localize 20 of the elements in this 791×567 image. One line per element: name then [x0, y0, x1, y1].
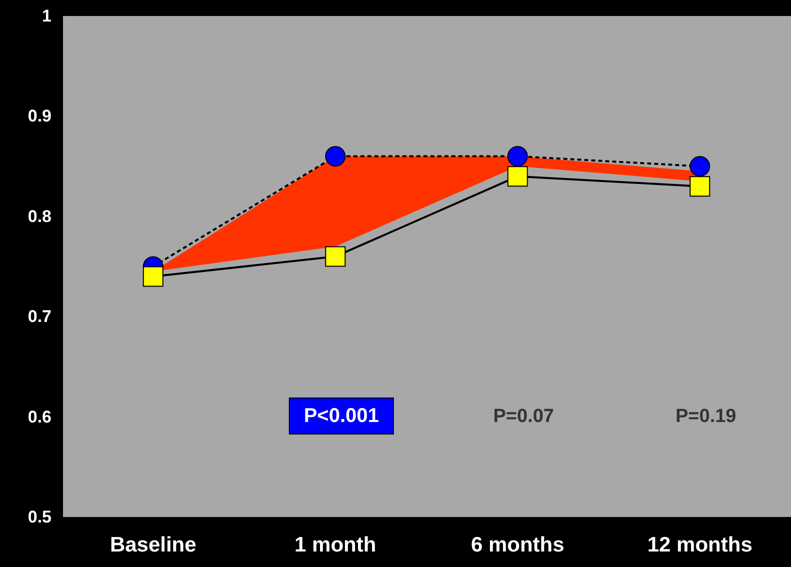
y-tick-label: 0.5: [28, 508, 52, 526]
x-tick-label: Baseline: [110, 534, 196, 556]
x-tick-label: 12 months: [647, 534, 752, 556]
point: [142, 266, 164, 287]
point: [507, 166, 528, 187]
annotation: P=0.19: [676, 406, 736, 427]
y-tick-label: 0.8: [28, 206, 52, 226]
x-tick-label: 6 months: [470, 534, 564, 556]
y-tick-label: 0.9: [28, 106, 52, 126]
point: [325, 246, 346, 267]
point: [690, 156, 710, 177]
x-tick-label: 1 month: [294, 534, 376, 556]
point: [325, 146, 346, 167]
y-tick-label: 0.7: [28, 307, 52, 326]
point: [507, 146, 528, 167]
annotation: P<0.001: [304, 405, 379, 427]
point: [690, 176, 710, 197]
y-tick-label: 0.6: [28, 407, 52, 426]
y-tick-label: 1: [42, 6, 52, 26]
annotation: P=0.07: [493, 406, 554, 427]
